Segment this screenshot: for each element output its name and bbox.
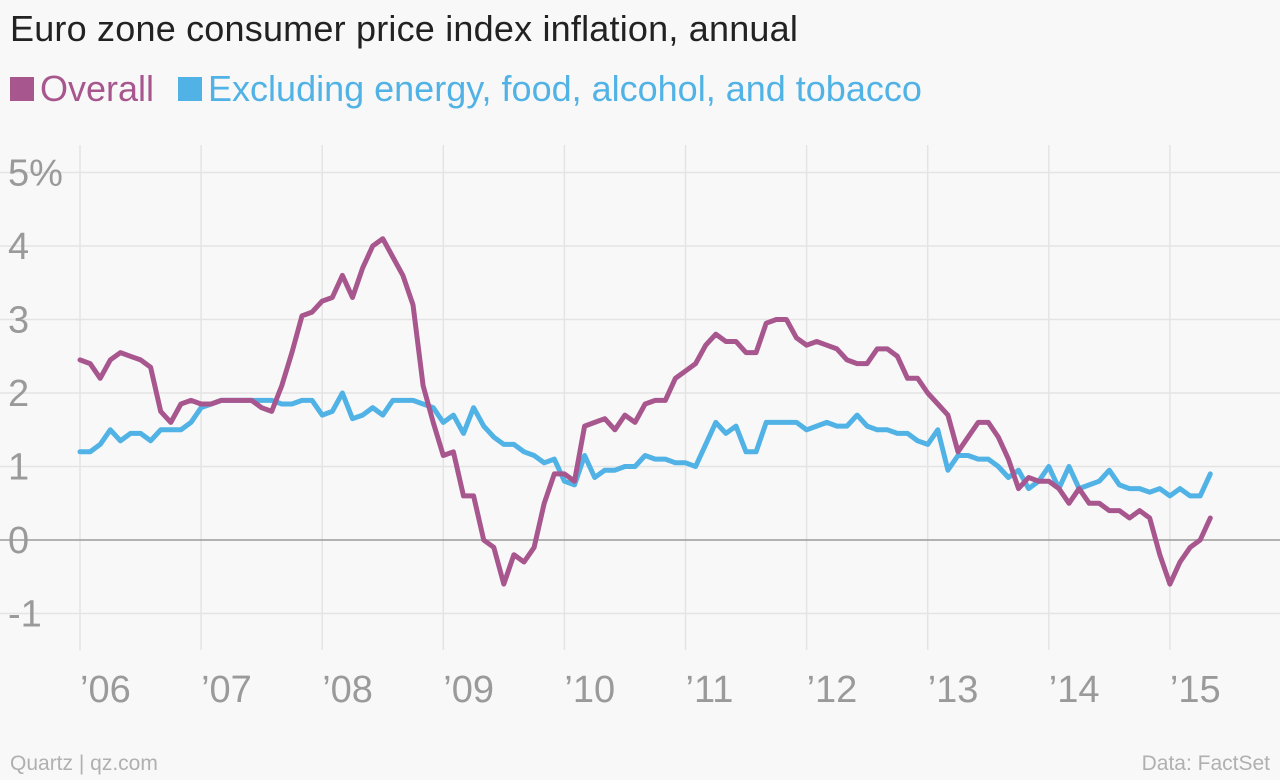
y-tick-label: 3 xyxy=(8,300,29,342)
legend-item-core: Excluding energy, food, alcohol, and tob… xyxy=(178,68,922,110)
y-tick-label: -1 xyxy=(8,594,42,636)
x-tick-label: ’09 xyxy=(443,669,494,711)
legend-item-overall: Overall xyxy=(10,68,154,110)
source-credit: Quartz | qz.com xyxy=(10,752,158,775)
x-tick-label: ’13 xyxy=(928,669,979,711)
x-tick-label: ’11 xyxy=(686,669,734,711)
x-tick-label: ’10 xyxy=(564,669,615,711)
legend-swatch-overall xyxy=(10,77,34,101)
legend-swatch-core xyxy=(178,77,203,101)
y-tick-label: 0 xyxy=(8,520,29,562)
grid xyxy=(0,145,1280,650)
y-tick-label: 1 xyxy=(8,447,29,489)
series-line-overall xyxy=(77,236,1213,587)
y-axis-labels: 5% 4 3 2 1 0 -1 xyxy=(8,153,63,636)
y-tick-label: 4 xyxy=(8,226,29,268)
x-tick-label: ’12 xyxy=(807,669,858,711)
y-tick-label: 5% xyxy=(8,153,63,195)
x-tick-label: ’06 xyxy=(80,669,131,711)
x-tick-label: ’14 xyxy=(1049,669,1100,711)
x-axis-labels: ’06 ’07 ’08 ’09 ’10 ’11 ’12 ’13 ’14 ’15 xyxy=(80,669,1221,711)
legend: Overall Excluding energy, food, alcohol,… xyxy=(10,68,936,110)
legend-label-overall: Overall xyxy=(40,68,155,109)
series-line-core xyxy=(77,390,1213,499)
chart-title: Euro zone consumer price index inflation… xyxy=(10,8,799,49)
data-source: Data: FactSet xyxy=(1141,752,1270,775)
x-tick-label: ’07 xyxy=(201,669,252,711)
y-tick-label: 2 xyxy=(8,373,29,415)
x-tick-label: ’08 xyxy=(322,669,373,711)
legend-label-core: Excluding energy, food, alcohol, and tob… xyxy=(208,68,922,109)
x-tick-label: ’15 xyxy=(1170,669,1221,711)
series-lines xyxy=(77,236,1213,587)
